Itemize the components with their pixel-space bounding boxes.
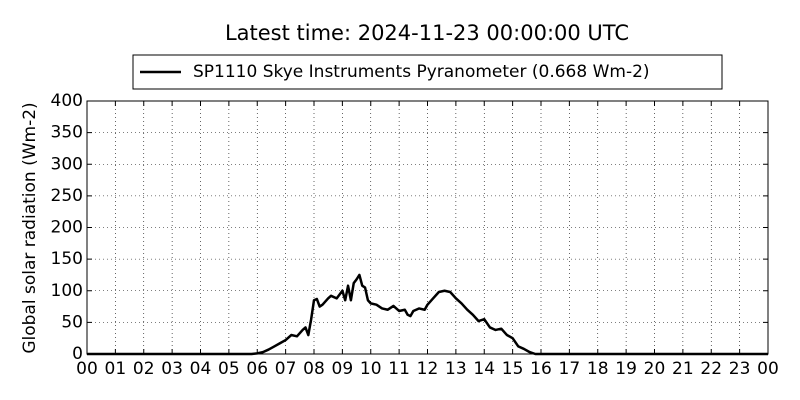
- x-tick-label: 00: [76, 359, 98, 379]
- x-tick-label: 04: [190, 359, 212, 379]
- plot-frame: [86, 100, 769, 355]
- x-tick-label: 16: [530, 359, 552, 379]
- x-tick-label: 15: [502, 359, 524, 379]
- y-tick-label: 0: [72, 344, 83, 364]
- x-tick-label: 12: [417, 359, 439, 379]
- x-tick-label: 13: [445, 359, 467, 379]
- x-tick-label: 07: [275, 359, 297, 379]
- y-axis-label: Global solar radiation (Wm-2): [20, 102, 40, 353]
- x-tick-label: 17: [559, 359, 581, 379]
- y-tick-label: 350: [51, 123, 83, 143]
- y-tick-label: 250: [51, 186, 83, 206]
- x-tick-label: 14: [473, 359, 495, 379]
- chart-title: Latest time: 2024-11-23 00:00:00 UTC: [225, 21, 629, 45]
- y-tick-label: 300: [51, 154, 83, 174]
- x-tick-label: 19: [615, 359, 637, 379]
- legend: [132, 54, 723, 90]
- x-tick-label: 03: [161, 359, 183, 379]
- x-tick-label: 10: [360, 359, 382, 379]
- x-tick-label: 00: [757, 359, 779, 379]
- x-tick-label: 08: [303, 359, 325, 379]
- x-tick-label: 06: [246, 359, 268, 379]
- x-tick-label: 09: [332, 359, 354, 379]
- x-tick-label: 21: [672, 359, 694, 379]
- x-tick-label: 22: [700, 359, 722, 379]
- y-tick-label: 150: [51, 249, 83, 269]
- y-tick-label: 100: [51, 281, 83, 301]
- x-tick-label: 18: [587, 359, 609, 379]
- x-tick-label: 20: [644, 359, 666, 379]
- x-tick-label: 05: [218, 359, 240, 379]
- data-line: [87, 273, 768, 356]
- y-tick-label: 200: [51, 218, 83, 238]
- y-tick-label: 400: [51, 91, 83, 111]
- x-tick-label: 11: [388, 359, 410, 379]
- x-tick-label: 02: [133, 359, 155, 379]
- legend-label: SP1110 Skye Instruments Pyranometer (0.6…: [193, 62, 650, 82]
- y-tick-label: 50: [61, 312, 83, 332]
- x-tick-label: 01: [105, 359, 127, 379]
- x-tick-label: 23: [729, 359, 751, 379]
